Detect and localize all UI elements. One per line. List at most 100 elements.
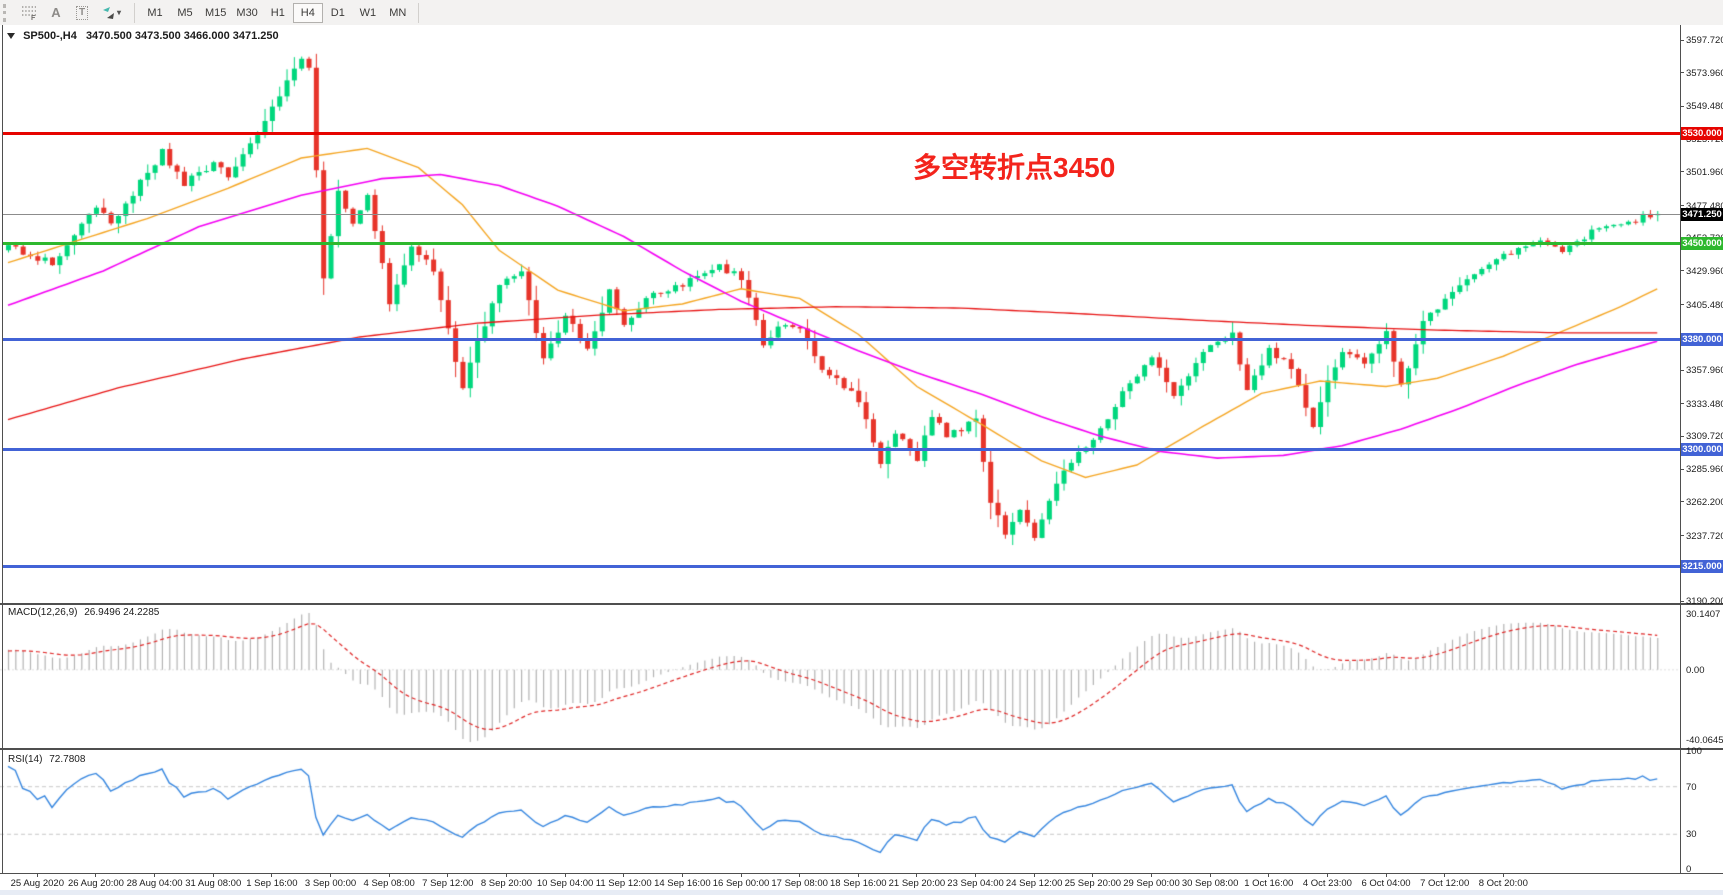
time-tick-mark xyxy=(330,873,331,877)
hline-3380[interactable] xyxy=(3,338,1680,342)
time-tick-mark xyxy=(1386,873,1387,877)
price-chart-canvas[interactable] xyxy=(0,25,1680,603)
time-tick-label: 25 Aug 2020 xyxy=(10,878,64,889)
time-tick-mark xyxy=(741,873,742,877)
time-tick-mark xyxy=(154,873,155,877)
time-tick-mark xyxy=(1503,873,1504,877)
time-tick-label: 24 Sep 12:00 xyxy=(1005,878,1063,889)
price-tick-label: 3357.960 xyxy=(1686,365,1723,377)
time-tick-mark xyxy=(1092,873,1093,877)
price-tick-label: 3573.960 xyxy=(1686,67,1723,79)
toolbar-grip[interactable] xyxy=(3,3,13,22)
time-tick-mark xyxy=(506,873,507,877)
time-tick-label: 29 Sep 00:00 xyxy=(1123,878,1180,889)
time-tick-mark xyxy=(213,873,214,877)
price-tick-mark xyxy=(1680,40,1684,41)
price-tick-mark xyxy=(1680,501,1684,502)
current-price-tag: 3471.250 xyxy=(1681,207,1723,221)
time-tick-mark xyxy=(682,873,683,877)
arrows-icon xyxy=(101,6,117,20)
chart-title: SP500-,H4 3470.500 3473.500 3466.000 347… xyxy=(7,30,279,42)
toolbar-separator xyxy=(417,2,419,23)
timeframe-button-W1[interactable]: W1 xyxy=(353,3,383,23)
chart-annotation-text[interactable]: 多空转折点3450 xyxy=(913,152,1116,183)
hline-3300[interactable] xyxy=(3,448,1680,452)
time-tick-label: 11 Sep 12:00 xyxy=(595,878,652,889)
time-tick-label: 21 Sep 20:00 xyxy=(888,878,946,889)
hline-3215[interactable] xyxy=(3,565,1680,569)
time-tick-mark xyxy=(1210,873,1211,877)
price-tick-label: 3405.480 xyxy=(1686,299,1723,311)
price-tick-label: 3190.200 xyxy=(1686,596,1723,608)
hline-3450[interactable] xyxy=(3,241,1680,245)
rsi-indicator-canvas[interactable] xyxy=(0,750,1680,873)
time-tick-mark xyxy=(1151,873,1152,877)
chart-area: SP500-,H4 3470.500 3473.500 3466.000 347… xyxy=(0,25,1723,895)
time-tick-label: 3 Sep 00:00 xyxy=(304,878,357,889)
grid-f-icon: F xyxy=(21,5,39,20)
time-tick-label: 18 Sep 16:00 xyxy=(830,878,887,889)
macd-indicator-canvas[interactable] xyxy=(0,605,1680,748)
time-tick-label: 14 Sep 16:00 xyxy=(654,878,711,889)
rsi-axis-70: 70 xyxy=(1686,781,1697,793)
time-tick-mark xyxy=(916,873,917,877)
time-tick-mark xyxy=(1327,873,1328,877)
time-tick-label: 8 Sep 20:00 xyxy=(480,878,533,889)
arrow-styles-tool-button[interactable]: ▾ xyxy=(95,2,129,23)
collapse-triangle-icon[interactable] xyxy=(7,33,15,39)
hline-price-tag: 3450.000 xyxy=(1681,236,1723,250)
timeframe-button-D1[interactable]: D1 xyxy=(323,3,353,23)
current-price-line xyxy=(3,214,1680,216)
timeframe-button-H4[interactable]: H4 xyxy=(292,2,323,23)
macd-axis-min: -40.0645 xyxy=(1686,735,1723,746)
text-label-tool-button[interactable]: A xyxy=(43,2,69,23)
toolbar-separator xyxy=(134,2,135,23)
rsi-axis-0: 0 xyxy=(1686,864,1692,875)
time-tick-label: 17 Sep 08:00 xyxy=(771,878,828,889)
timeframe-group: M1 M5 M15 M30 H1 H4 D1 W1 MN xyxy=(140,2,413,23)
timeframe-button-MN[interactable]: MN xyxy=(383,3,413,23)
time-tick-label: 28 Aug 04:00 xyxy=(126,878,183,889)
price-tick-mark xyxy=(1680,72,1684,73)
ohlc-values: 3470.500 3473.500 3466.000 3471.250 xyxy=(85,30,279,42)
price-tick-mark xyxy=(1680,106,1684,107)
time-tick-label: 4 Sep 08:00 xyxy=(363,878,415,889)
price-tick-label: 3237.720 xyxy=(1686,530,1723,542)
pane-separator[interactable] xyxy=(0,748,1723,750)
rsi-axis-30: 30 xyxy=(1686,829,1697,841)
macd-axis-max: 30.1407 xyxy=(1686,609,1721,620)
timeframe-button-M1[interactable]: M1 xyxy=(140,3,170,23)
time-tick-mark xyxy=(37,873,38,877)
price-axis-divider xyxy=(1680,25,1681,873)
rsi-label: RSI(14) 72.7808 xyxy=(8,754,86,765)
timeframe-button-H1[interactable]: H1 xyxy=(263,3,293,23)
hline-price-tag: 3300.000 xyxy=(1681,443,1723,457)
time-tick-label: 25 Sep 20:00 xyxy=(1064,878,1122,889)
price-tick-mark xyxy=(1680,469,1684,470)
price-tick-label: 3333.480 xyxy=(1686,398,1723,410)
hline-price-tag: 3530.000 xyxy=(1681,126,1723,140)
bottom-scroll-strip[interactable] xyxy=(0,890,1723,895)
time-tick-label: 1 Sep 16:00 xyxy=(246,878,298,889)
time-tick-mark xyxy=(447,873,448,877)
price-tick-mark xyxy=(1680,171,1684,172)
hline-3530[interactable] xyxy=(3,131,1680,135)
timeframe-button-M5[interactable]: M5 xyxy=(170,3,200,23)
grid-f-tool-button[interactable]: F xyxy=(17,2,43,23)
price-tick-mark xyxy=(1680,403,1684,404)
time-tick-label: 31 Aug 08:00 xyxy=(185,878,242,889)
pane-separator[interactable] xyxy=(0,603,1723,605)
time-tick-label: 8 Oct 20:00 xyxy=(1478,878,1528,889)
timeframe-button-M30[interactable]: M30 xyxy=(231,3,262,23)
timeframe-button-M15[interactable]: M15 xyxy=(200,3,231,23)
time-tick-label: 4 Oct 23:00 xyxy=(1302,878,1352,889)
text-box-tool-button[interactable]: T xyxy=(69,2,95,23)
time-tick-label: 30 Sep 08:00 xyxy=(1181,878,1239,889)
time-tick-label: 10 Sep 04:00 xyxy=(536,878,594,889)
price-tick-label: 3309.720 xyxy=(1686,431,1723,443)
price-tick-label: 3429.960 xyxy=(1686,265,1723,277)
price-tick-label: 3597.720 xyxy=(1686,35,1723,46)
price-tick-mark xyxy=(1680,370,1684,371)
time-tick-mark xyxy=(1034,873,1035,877)
